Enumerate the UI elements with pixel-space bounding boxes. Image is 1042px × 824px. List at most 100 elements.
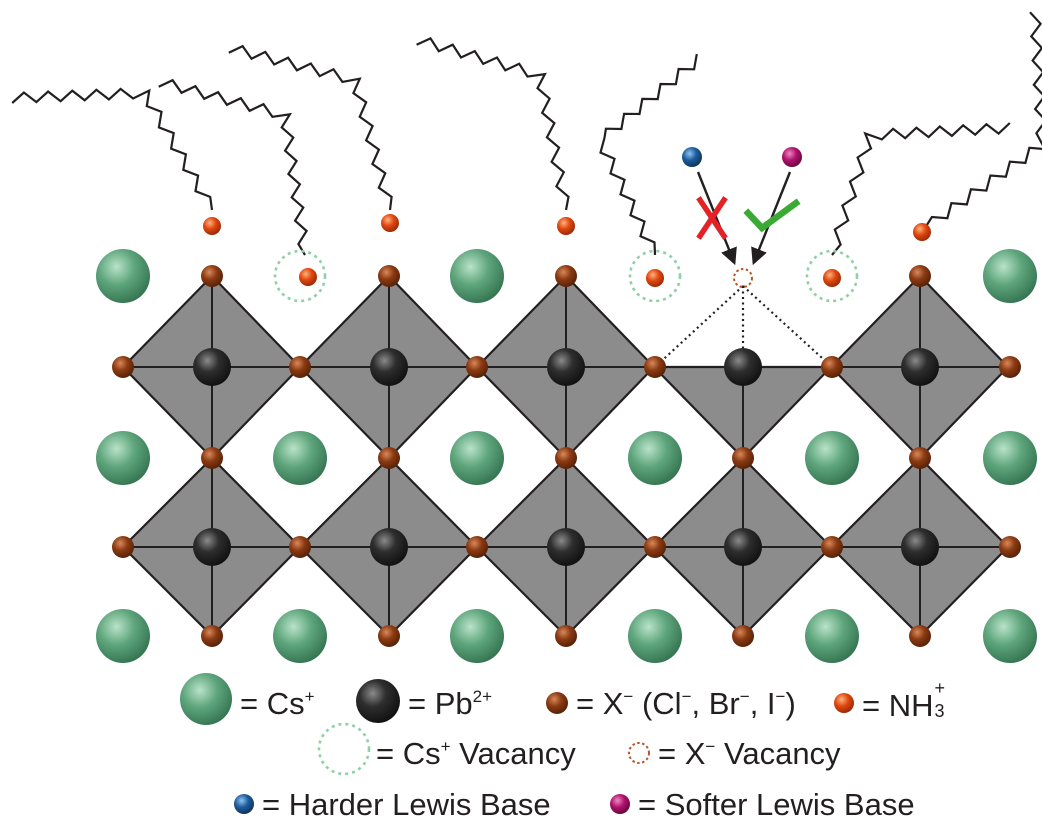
vacancy-dotted-bond [654, 285, 744, 368]
legend-pb-label: = Pb [408, 685, 473, 721]
harder-lewis-base [682, 147, 702, 167]
ligand-chain [416, 37, 570, 211]
legend-row-lewis-bases: = Harder Lewis Base = Softer Lewis Base [0, 784, 1042, 824]
halide-atom [201, 447, 223, 469]
ligand-chain [599, 53, 698, 256]
ammonium-head [299, 268, 317, 286]
legend-cs-label: = Cs [240, 685, 305, 721]
halide-atom [555, 625, 577, 647]
halide-atom [201, 265, 223, 287]
oleyl-ligand-chains [11, 11, 1042, 256]
legend-x-charge: − [623, 686, 634, 706]
halide-atom [112, 356, 134, 378]
check-mark-icon [743, 198, 801, 233]
cs-atom [983, 249, 1037, 303]
lattice-atoms [96, 214, 1037, 663]
ammonium-head [646, 269, 664, 287]
legend-softer-base: = Softer Lewis Base [608, 784, 915, 824]
halide-atom [466, 356, 488, 378]
surface-defect-markers [273, 147, 859, 303]
ligand-chain [924, 11, 1042, 229]
halide-atom [909, 447, 931, 469]
softer-base-sphere-icon [610, 794, 630, 814]
halide-atom [555, 447, 577, 469]
softer-lewis-base [782, 147, 802, 167]
halide-atom [909, 625, 931, 647]
legend-nh3-charge: + [934, 677, 946, 698]
cs-atom [96, 609, 150, 663]
harder-base-arrow [696, 171, 737, 266]
cs-vacancy-ring [273, 249, 327, 303]
legend-cs-vacancy: = Cs+ Vacancy [316, 722, 576, 776]
ammonium-head [557, 217, 575, 235]
legend-row-atoms: = Cs+ = Pb2+ = X− (Cl−, Br−, I−) = NH +3 [0, 673, 1042, 725]
pb-atom [370, 348, 408, 386]
halide-sphere-icon [546, 692, 568, 714]
cs-vacancy-ring-icon [317, 722, 371, 776]
legend-x-vacancy-label: = X [658, 735, 706, 771]
legend-cs-vacancy-label: = Cs [376, 735, 441, 771]
pb-atom [193, 528, 231, 566]
pb-atom [724, 528, 762, 566]
ammonium-sphere-icon [834, 693, 854, 713]
cs-atom [450, 249, 504, 303]
vacancy-dotted-bond [742, 285, 833, 368]
legend-x-paren-open: (Cl [641, 685, 682, 721]
pb-atom [901, 528, 939, 566]
halide-atom [289, 356, 311, 378]
cs-atom [273, 431, 327, 485]
ammonium-head [823, 269, 841, 287]
halide-atom [821, 536, 843, 558]
legend-x-cl-charge: − [681, 686, 692, 706]
ligand-chain [831, 122, 1011, 256]
legend-harder-base-label: = Harder Lewis Base [262, 786, 551, 822]
halide-atom [732, 447, 754, 469]
legend-row-vacancies: = Cs+ Vacancy = X− Vacancy [0, 722, 1042, 776]
legend-nh3-label: = NH [862, 687, 934, 723]
legend-x-vacancy-word: Vacancy [715, 735, 841, 771]
cs-vacancy-ring [805, 249, 859, 303]
cross-stroke [696, 196, 728, 240]
cs-atom [450, 431, 504, 485]
cs-sphere-icon [180, 673, 232, 725]
legend-x-paren-close: ) [785, 685, 796, 721]
ligand-chain [158, 78, 309, 256]
legend-harder-base: = Harder Lewis Base [232, 784, 551, 824]
ammonium-head [203, 217, 221, 235]
legend-x: = X− (Cl−, Br−, I−) [544, 683, 796, 723]
legend-x-br-charge: − [739, 686, 750, 706]
halide-atom [289, 536, 311, 558]
halide-atom [378, 447, 400, 469]
legend-cs: = Cs+ [178, 673, 315, 725]
ammonium-head [913, 223, 931, 241]
pb-atom [724, 348, 762, 386]
cs-atom [983, 609, 1037, 663]
cs-atom [450, 609, 504, 663]
cs-atom [96, 431, 150, 485]
halide-atom [378, 265, 400, 287]
check-stroke [743, 198, 801, 233]
legend-nh3-sub: 3 [934, 700, 945, 721]
cs-atom [96, 249, 150, 303]
legend-x-label: = X [576, 685, 624, 721]
legend-cs-vacancy-charge: + [440, 736, 451, 756]
halide-atom [378, 625, 400, 647]
halide-atom [555, 265, 577, 287]
halide-atom [821, 356, 843, 378]
halide-atom [112, 536, 134, 558]
halide-atom [999, 356, 1021, 378]
legend-softer-base-label: = Softer Lewis Base [638, 786, 915, 822]
pb-atom [193, 348, 231, 386]
halide-atom [466, 536, 488, 558]
ligand-chain [11, 87, 214, 211]
halide-atom [909, 265, 931, 287]
legend-x-i-charge: − [775, 686, 786, 706]
ligand-chain [228, 44, 393, 211]
pb-atom [370, 528, 408, 566]
halide-atom [201, 625, 223, 647]
x-vacancy-ring [733, 268, 753, 288]
cs-atom [273, 609, 327, 663]
halide-atom [644, 536, 666, 558]
pb-sphere-icon [356, 679, 400, 723]
legend-x-vacancy-charge: − [705, 736, 716, 756]
